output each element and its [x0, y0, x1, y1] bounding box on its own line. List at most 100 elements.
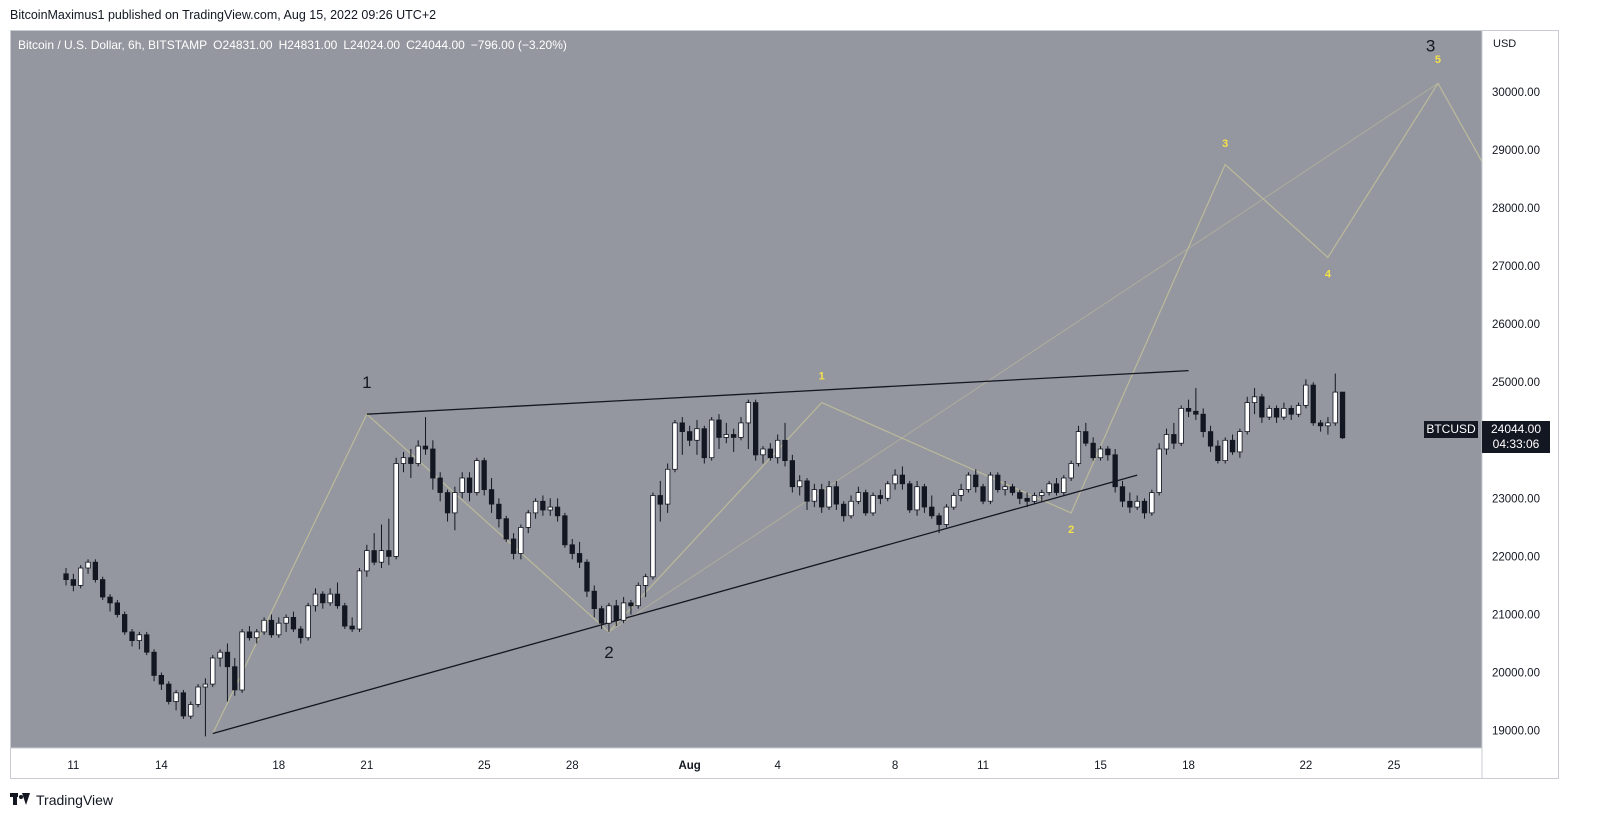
candle-body — [430, 448, 436, 479]
candle — [1171, 422, 1177, 450]
candle-body — [709, 419, 715, 459]
candle — [1244, 396, 1250, 435]
candle-body — [958, 489, 964, 496]
candle-body — [1273, 407, 1280, 418]
x-axis-labels: 11 14 18 21 25 28 Aug 4 8 11 15 18 22 25 — [67, 760, 1400, 772]
candle — [745, 399, 751, 450]
candle-body — [540, 500, 546, 511]
candle-body — [723, 434, 729, 438]
candle — [1310, 382, 1316, 426]
candle-body — [305, 605, 311, 639]
candle — [782, 422, 788, 467]
candle-body — [210, 657, 216, 685]
candle-body — [797, 480, 803, 488]
candle-body — [665, 468, 671, 505]
candle-body — [114, 602, 120, 615]
candle-body — [848, 500, 854, 517]
candle — [459, 472, 465, 499]
candle-body — [224, 651, 231, 668]
x-tick-label: 4 — [774, 760, 781, 772]
candle — [1156, 443, 1162, 496]
candle-body — [393, 463, 399, 557]
candle-body — [1156, 448, 1162, 493]
candle-body — [650, 495, 656, 578]
candle-body — [1171, 434, 1177, 444]
candle — [452, 486, 458, 531]
candle — [496, 498, 502, 528]
candle — [1061, 475, 1067, 496]
candle — [1163, 428, 1170, 455]
wave-label-major-2: 2 — [604, 643, 613, 662]
candle — [1303, 379, 1309, 409]
candle — [1039, 489, 1045, 502]
candle — [620, 597, 627, 624]
candle — [797, 475, 803, 496]
candle-body — [510, 538, 517, 554]
candle-body — [1200, 413, 1206, 433]
x-tick-label: 28 — [566, 760, 579, 772]
candle — [474, 457, 480, 496]
candles-layer — [63, 373, 1346, 737]
candle — [1266, 405, 1272, 420]
candle-body — [745, 402, 751, 424]
candle-body — [628, 602, 634, 607]
candle — [261, 617, 267, 635]
candle — [892, 469, 898, 490]
candle-body — [584, 561, 590, 592]
candle — [591, 585, 597, 618]
candle — [400, 451, 407, 473]
candle — [246, 626, 253, 641]
candle-body — [283, 617, 289, 624]
candle — [532, 498, 539, 519]
candle — [488, 478, 495, 513]
wave-labels-layer: 1 2 3 1 2 3 4 5 — [362, 36, 1441, 662]
candle — [943, 504, 949, 528]
candle — [767, 443, 773, 461]
candle-body — [885, 483, 891, 499]
wave-label-minor-4: 4 — [1325, 269, 1332, 281]
candle — [540, 495, 546, 516]
legend-close-label: C — [406, 38, 415, 52]
candle — [327, 588, 333, 606]
candle — [356, 568, 363, 632]
candle — [635, 582, 641, 609]
candle — [224, 643, 231, 702]
y-tick-label: 28000.00 — [1492, 203, 1540, 215]
candle — [987, 472, 994, 505]
candle — [1024, 492, 1030, 508]
candle — [1281, 402, 1287, 420]
candle — [885, 480, 891, 502]
candle-body — [936, 515, 942, 525]
candle-body — [1237, 431, 1243, 453]
candle-body — [870, 495, 876, 514]
footer[interactable]: TradingView — [10, 790, 113, 810]
candle — [122, 611, 128, 635]
candle — [107, 594, 113, 612]
candle-body — [775, 439, 781, 459]
candle — [753, 399, 759, 461]
candle-body — [562, 515, 568, 546]
candle-body — [144, 634, 150, 653]
candle-body — [1251, 396, 1258, 403]
candle — [1068, 460, 1074, 481]
time-axis[interactable] — [11, 748, 1482, 778]
candle-body — [1229, 439, 1236, 453]
candle — [430, 440, 436, 490]
candle — [525, 509, 531, 534]
candle — [364, 544, 370, 577]
candle — [1097, 446, 1104, 461]
candle-body — [122, 614, 128, 633]
candle-body — [598, 608, 605, 624]
candle-body — [995, 474, 1001, 491]
candle-body — [268, 619, 275, 636]
candle-body — [232, 666, 238, 691]
candle-body — [855, 492, 861, 502]
price-axis[interactable] — [1482, 31, 1558, 778]
x-tick-label: 21 — [360, 760, 373, 772]
candle — [437, 472, 443, 502]
candle — [606, 602, 612, 632]
candle — [1149, 489, 1155, 516]
candle-body — [1325, 422, 1331, 427]
candle — [672, 419, 678, 473]
